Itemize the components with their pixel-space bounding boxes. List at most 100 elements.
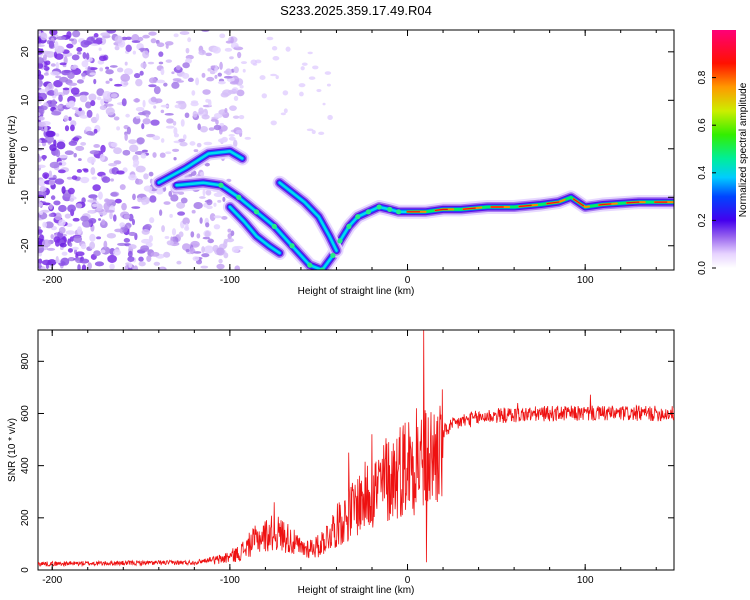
noise-speckle [55,61,59,70]
noise-speckle [299,91,304,97]
noise-speckle [137,112,146,116]
noise-speckle [83,169,89,173]
noise-speckle [201,253,210,258]
noise-speckle [80,176,90,184]
noise-speckle [187,77,194,83]
noise-speckle [158,61,164,65]
noise-speckle [171,81,180,89]
noise-speckle [63,56,68,65]
noise-speckle [61,186,66,194]
noise-speckle [113,116,120,121]
noise-speckle [70,65,77,70]
spectrogram-xlabel: Height of straight line (km) [298,286,415,297]
noise-speckle [76,169,83,173]
noise-speckle [128,244,137,250]
noise-speckle [298,83,306,88]
noise-speckle [38,139,42,144]
noise-speckle [135,78,143,87]
noise-speckle [105,209,115,213]
noise-speckle [200,265,209,269]
noise-speckle [123,82,129,86]
noise-speckle [50,63,56,67]
noise-speckle [205,189,212,196]
noise-speckle [133,98,141,103]
noise-speckle [235,129,243,134]
noise-speckle [51,110,62,116]
ridge-blob [346,223,352,229]
spectrogram-y-tick-label: -10 [20,190,31,205]
noise-speckle [199,217,203,224]
noise-speckle [133,265,139,270]
ridge-blob [253,209,260,215]
noise-speckle [109,78,113,82]
noise-speckle [89,241,96,250]
noise-speckle [190,101,199,107]
noise-speckle [41,239,52,248]
noise-speckle [172,148,180,152]
noise-speckle [163,82,168,87]
noise-speckle [88,93,97,102]
noise-speckle [213,192,223,198]
noise-speckle [238,115,245,120]
spectrogram-frame [37,29,675,271]
noise-speckle [80,243,87,250]
noise-speckle [160,68,165,76]
noise-speckle [101,219,106,226]
noise-speckle [66,176,73,180]
noise-speckle [219,122,225,127]
noise-speckle [110,192,118,197]
noise-speckle [132,50,136,55]
ridge-blob [376,204,382,210]
noise-speckle [212,46,221,54]
noise-speckle [138,47,149,51]
noise-speckle [166,118,174,124]
noise-speckle [182,217,190,225]
noise-speckle [141,228,150,235]
noise-speckle [54,178,65,185]
colorbar-tick-label: 0.2 [697,213,708,227]
noise-speckle [93,78,97,85]
noise-speckle [72,30,81,38]
noise-speckle [68,100,76,107]
noise-speckle [109,65,118,68]
noise-speckle [138,256,144,262]
noise-speckle [318,131,325,136]
noise-speckle [109,211,113,220]
noise-speckle [95,37,103,42]
noise-speckle [58,154,69,159]
noise-speckle [193,149,199,153]
noise-speckle [51,99,57,108]
noise-speckle [225,40,233,44]
noise-speckle [275,75,279,80]
noise-speckle [44,72,49,76]
noise-speckle [231,246,240,253]
noise-speckle [206,76,215,82]
noise-speckle [213,202,217,207]
noise-speckle [92,184,101,192]
noise-speckle [38,57,45,64]
snr-y-tick-label: 800 [20,353,31,370]
figure-title: S233.2025.359.17.49.R04 [280,3,432,18]
noise-speckle [143,173,149,180]
colorbar-tick-label: 0.6 [697,118,708,132]
noise-speckle [75,251,85,257]
noise-speckle [207,68,212,72]
noise-speckle [72,217,80,222]
noise-speckle [58,94,63,102]
noise-speckle [38,74,44,80]
noise-speckle [60,257,70,266]
noise-speckle [221,216,228,220]
noise-speckle [308,76,316,80]
noise-speckle [38,201,44,208]
noise-speckle [149,217,155,224]
noise-speckle [110,93,118,98]
noise-speckle [222,196,226,202]
noise-speckle [58,162,63,166]
noise-speckle [67,82,78,86]
noise-speckle [62,87,70,91]
noise-speckle [38,226,41,230]
noise-speckle [45,85,50,93]
noise-speckle [149,195,157,203]
noise-speckle [114,228,123,233]
noise-speckle [236,89,245,97]
